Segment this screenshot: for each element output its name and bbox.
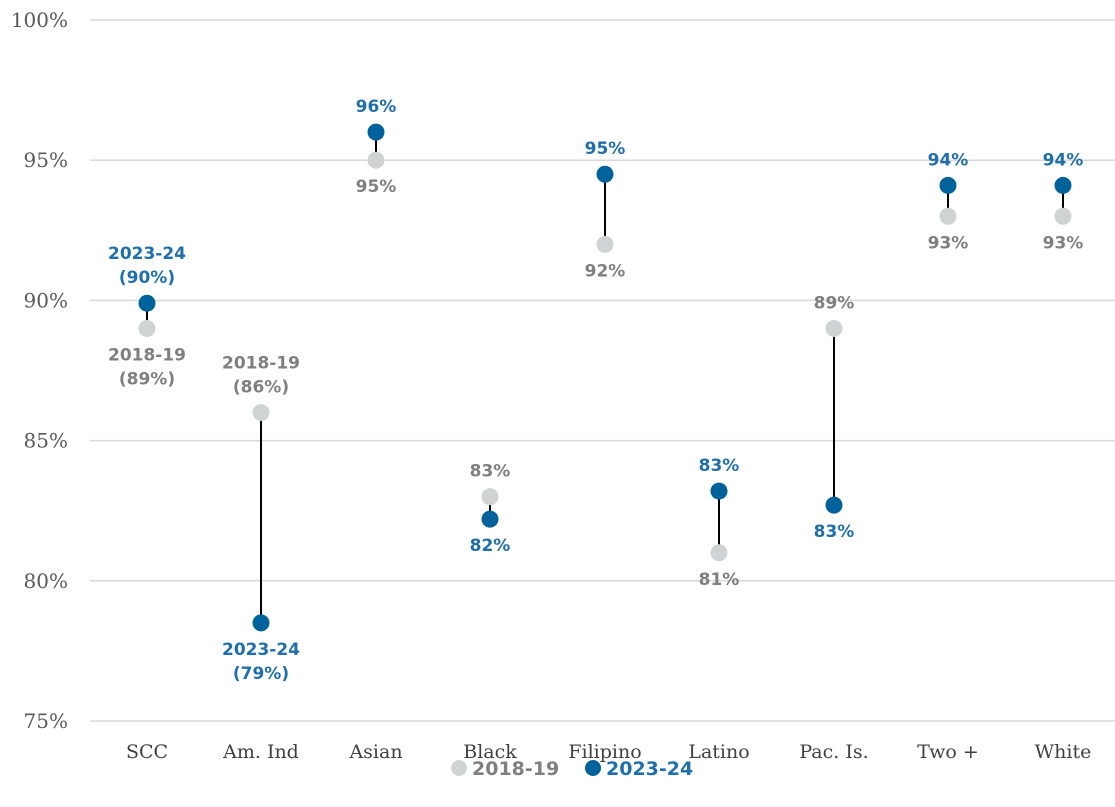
legend-label-2018-19: 2018-19 — [472, 758, 559, 780]
point-2018-19 — [939, 207, 957, 225]
data-label-2023-24: 82% — [470, 536, 511, 556]
data-label-2023-24: (90%) — [119, 268, 175, 288]
x-tick-label: Latino — [688, 741, 749, 763]
data-label-2018-19: 2018-19 — [222, 354, 300, 374]
legend: 2018-19 2023-24 — [451, 758, 693, 780]
data-label-2018-19: 89% — [814, 293, 855, 313]
point-2018-19 — [1054, 207, 1072, 225]
y-axis-ticks: 75% 80% 85% 90% 95% 100% — [11, 8, 68, 733]
x-tick-label: Am. Ind — [222, 741, 299, 763]
point-2018-19 — [138, 319, 156, 337]
data-label-2018-19: (86%) — [233, 378, 289, 398]
x-tick-label: Pac. Is. — [799, 741, 868, 763]
x-tick-label: Two + — [917, 741, 979, 763]
data-points — [138, 123, 1072, 632]
data-label-2018-19: 92% — [585, 261, 626, 281]
data-label-2018-19: 95% — [356, 177, 397, 197]
legend-label-2023-24: 2023-24 — [606, 758, 693, 780]
x-tick-label: Filipino — [568, 741, 641, 763]
y-tick-label: 75% — [24, 709, 68, 733]
data-label-2023-24: 96% — [356, 97, 397, 117]
point-2023-24 — [710, 482, 728, 500]
point-2023-24 — [596, 165, 614, 183]
data-labels: 2018-19 (89%) 2023-24 (90%) 2018-19 (86%) 2023… — [108, 97, 1083, 684]
point-2018-19 — [367, 151, 385, 169]
y-tick-label: 80% — [24, 569, 68, 593]
point-2023-24 — [481, 510, 499, 528]
x-tick-label: White — [1035, 741, 1092, 763]
data-label-2023-24: 2023-24 — [108, 244, 186, 264]
data-label-2018-19: 81% — [699, 570, 740, 590]
point-2018-19 — [596, 235, 614, 253]
data-label-2023-24: 83% — [814, 522, 855, 542]
point-2023-24 — [138, 294, 156, 312]
x-axis-ticks: SCC Am. Ind Asian Black Filipino Latino Pac. I… — [126, 741, 1091, 763]
y-tick-label: 85% — [24, 429, 68, 453]
data-label-2018-19: 93% — [928, 233, 969, 253]
point-2018-19 — [825, 319, 843, 337]
point-2023-24 — [1054, 176, 1072, 194]
data-label-2023-24: 95% — [585, 139, 626, 159]
point-2018-19 — [710, 544, 728, 562]
data-label-2018-19: 83% — [470, 462, 511, 482]
legend-marker-2018-19 — [451, 760, 467, 776]
point-2018-19 — [481, 488, 499, 506]
y-tick-label: 100% — [11, 8, 68, 32]
point-2023-24 — [367, 123, 385, 141]
data-label-2023-24: 94% — [1043, 150, 1084, 170]
point-2023-24 — [825, 496, 843, 514]
y-tick-label: 90% — [24, 288, 68, 312]
x-tick-label: SCC — [126, 741, 168, 763]
data-label-2023-24: 2023-24 — [222, 640, 300, 660]
point-2023-24 — [939, 176, 957, 194]
point-2023-24 — [252, 614, 270, 632]
data-label-2018-19: 2018-19 — [108, 345, 186, 365]
legend-marker-2023-24 — [585, 760, 601, 776]
data-label-2018-19: (89%) — [119, 369, 175, 389]
data-label-2023-24: 83% — [699, 456, 740, 476]
data-label-2023-24: 94% — [928, 150, 969, 170]
y-tick-label: 95% — [24, 148, 68, 172]
point-2018-19 — [252, 404, 270, 422]
x-tick-label: Black — [463, 741, 517, 763]
data-label-2018-19: 93% — [1043, 233, 1084, 253]
x-tick-label: Asian — [348, 741, 402, 763]
data-label-2023-24: (79%) — [233, 664, 289, 684]
